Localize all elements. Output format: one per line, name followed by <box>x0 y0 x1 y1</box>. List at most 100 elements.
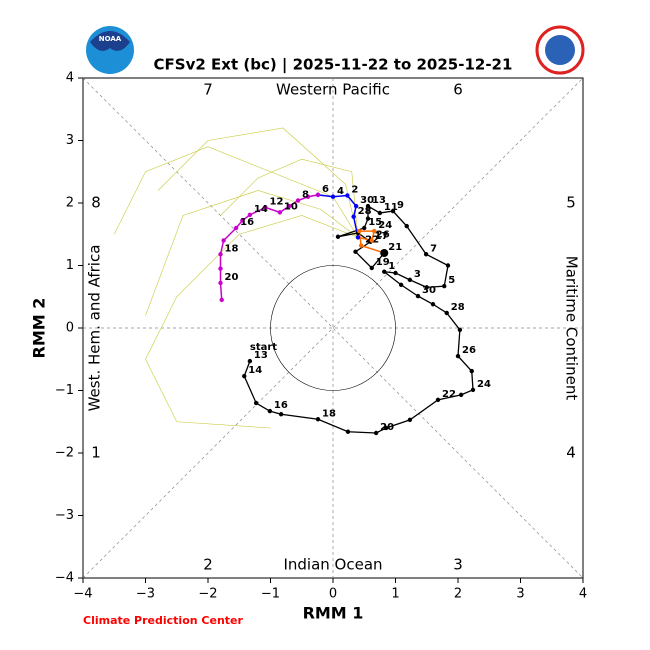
region-label: Maritime Continent <box>563 256 581 401</box>
point-label: 1 <box>388 261 395 272</box>
point <box>351 214 356 219</box>
trajectory <box>145 215 359 429</box>
point <box>362 225 367 231</box>
point-label: 22 <box>442 389 456 400</box>
start-label: start <box>250 342 277 353</box>
point <box>407 417 413 423</box>
point <box>377 210 383 216</box>
credit: Climate Prediction Center <box>83 614 243 627</box>
x-tick-label: 0 <box>329 587 337 602</box>
point <box>287 203 292 209</box>
point <box>369 238 374 243</box>
point <box>295 198 301 203</box>
point <box>357 228 362 234</box>
point-label: 5 <box>448 275 455 286</box>
region-label: Western Pacific <box>276 81 390 99</box>
point-label: 26 <box>376 230 390 241</box>
point-label: 12 <box>270 196 284 207</box>
point <box>218 266 223 271</box>
trajectory <box>145 190 359 316</box>
point <box>445 263 451 268</box>
trajectory <box>113 146 359 238</box>
point <box>315 192 321 198</box>
point-label: 26 <box>462 345 476 356</box>
phase-label: 5 <box>566 194 576 212</box>
point-label: 15 <box>368 217 382 228</box>
point <box>404 223 409 229</box>
y-axis-label: RMM 2 <box>30 298 49 359</box>
point <box>430 302 436 307</box>
y-tick-label: −3 <box>55 508 74 523</box>
point <box>267 408 273 414</box>
point <box>415 293 421 299</box>
point <box>218 280 223 286</box>
point-label: 14 <box>254 204 268 215</box>
point <box>240 218 245 223</box>
phase-label: 7 <box>203 81 213 99</box>
point <box>455 353 461 359</box>
point-label: 18 <box>225 243 239 254</box>
point <box>372 228 377 234</box>
point <box>345 429 351 434</box>
point <box>247 358 253 364</box>
nws-logo-inner <box>545 35 575 65</box>
point-label: 16 <box>240 217 254 228</box>
x-tick-label: 3 <box>516 587 524 602</box>
point <box>365 203 371 209</box>
phase-label: 1 <box>91 444 101 462</box>
x-tick-label: −3 <box>136 587 155 602</box>
point-label: 14 <box>248 365 262 376</box>
current-point <box>380 249 389 257</box>
point-label: 30 <box>360 195 374 206</box>
point <box>373 430 379 436</box>
point <box>469 368 474 374</box>
point-label: 11 <box>384 202 398 213</box>
trajectory <box>157 127 359 238</box>
point <box>242 373 247 379</box>
y-tick-label: 4 <box>66 71 74 86</box>
point <box>330 194 336 199</box>
point <box>253 400 259 406</box>
point <box>383 425 389 431</box>
point <box>369 265 374 271</box>
point-label: 10 <box>284 201 298 212</box>
point <box>218 252 223 257</box>
y-tick-label: 1 <box>66 258 74 273</box>
point <box>335 234 341 239</box>
point <box>390 208 396 214</box>
x-tick-label: −1 <box>261 587 280 602</box>
point-label: 8 <box>302 190 309 201</box>
point <box>398 282 404 288</box>
point <box>353 203 359 209</box>
noaa-logo-text: NOAA <box>99 35 122 43</box>
point-label: 30 <box>422 285 436 296</box>
region-label: Indian Ocean <box>283 556 382 574</box>
point <box>278 412 284 417</box>
point-label: 19 <box>376 257 390 268</box>
point <box>355 235 361 240</box>
y-tick-label: 2 <box>66 196 74 211</box>
point <box>382 269 387 274</box>
point <box>457 327 463 333</box>
phase-label: 8 <box>91 194 101 212</box>
point <box>219 297 224 303</box>
point-label: 21 <box>388 242 402 253</box>
point <box>407 277 413 283</box>
x-tick-label: 1 <box>391 587 399 602</box>
diagonal <box>82 77 584 579</box>
point <box>470 387 476 393</box>
phase-label: 3 <box>453 556 463 574</box>
point <box>233 225 239 231</box>
point <box>444 310 449 316</box>
x-tick-label: 2 <box>454 587 462 602</box>
point <box>263 205 268 210</box>
point <box>305 194 311 199</box>
point-label: 2 <box>351 185 358 196</box>
point <box>424 285 429 290</box>
x-axis-label: RMM 1 <box>303 604 364 623</box>
diagonal <box>82 77 584 579</box>
point <box>458 392 464 398</box>
x-tick-label: −2 <box>198 587 217 602</box>
point <box>435 397 441 403</box>
y-tick-label: −1 <box>55 383 74 398</box>
